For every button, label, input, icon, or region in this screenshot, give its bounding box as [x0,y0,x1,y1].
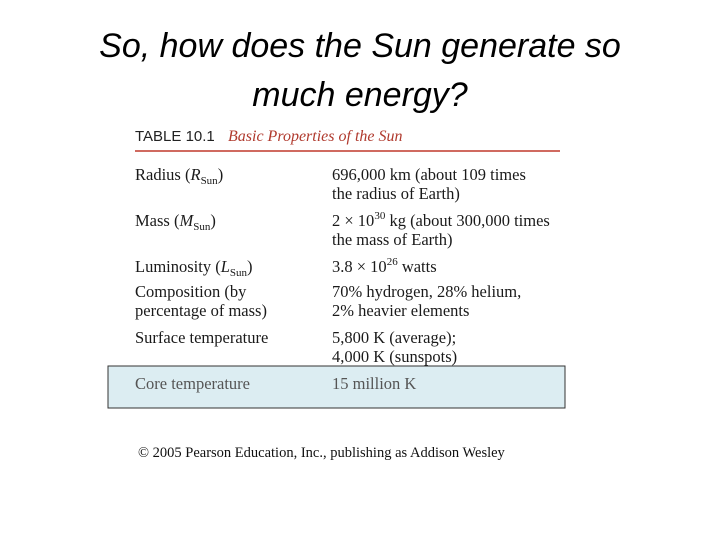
text-run: the radius of Earth) [332,184,460,203]
text-run: 26 [387,256,399,268]
slide-title: much energy? [252,76,468,114]
slide-title: So, how does the Sun generate so [99,27,621,65]
highlight-box [107,365,566,409]
cell-line: 2% heavier elements [332,301,469,320]
cell-line: 2 × 1030​ kg (about 300,000 times [332,210,550,230]
text-run: ) [247,257,253,276]
cell-line: Mass (MSun​) [135,211,216,233]
text-run: Mass ( [135,211,179,230]
text-run: Composition (by [135,282,247,301]
text-run: Core temperature [135,374,250,393]
cell-line: Composition (by [135,282,247,301]
text-run: 3.8 × 10 [332,257,387,276]
text-run: 696,000 km (about 109 times [332,165,526,184]
cell-line: 5,800 K (average); [332,328,456,347]
cell-line: Luminosity (LSun​) [135,257,253,279]
text-run: watts [398,257,437,276]
text-run: M [178,211,194,230]
text-run: 2 × 10 [332,211,374,230]
text-run: Radius ( [135,165,190,184]
table-caption: Basic Properties of the Sun [228,128,403,145]
text-run: ) [210,211,216,230]
copyright: © 2005 Pearson Education, Inc., publishi… [138,445,506,461]
cell-line: Surface temperature [135,328,268,347]
text-run: 70% hydrogen, 28% helium, [332,282,521,301]
cell-line: 3.8 × 1026​ watts [332,256,437,276]
text-run: Sun [201,175,219,187]
text-run: Sun [230,267,248,279]
cell-line: 70% hydrogen, 28% helium, [332,282,521,301]
text-run: L [220,257,230,276]
text-run: 2% heavier elements [332,301,469,320]
text-run: percentage of mass) [135,301,267,320]
cell-line: 4,000 K (sunspots) [332,347,457,366]
table-number: TABLE 10.1 [135,128,215,145]
cell-line: the radius of Earth) [332,184,460,203]
text-run: ) [218,165,224,184]
text-run: R [189,165,200,184]
text-run: kg (about 300,000 times [385,211,550,230]
cell-line: 15 million K [332,374,416,393]
text-run: Surface temperature [135,328,268,347]
text-run: Sun [193,221,211,233]
cell-line: Core temperature [135,374,250,393]
text-run: Luminosity ( [135,257,221,276]
text-run: 5,800 K (average); [332,328,456,347]
cell-line: the mass of Earth) [332,230,453,249]
text-run: 15 million K [332,374,416,393]
text-run: the mass of Earth) [332,230,453,249]
text-run: 4,000 K (sunspots) [332,347,457,366]
cell-line: percentage of mass) [135,301,267,320]
cell-line: 696,000 km (about 109 times [332,165,526,184]
text-run: 30 [374,210,386,222]
cell-line: Radius (RSun​) [135,165,223,187]
